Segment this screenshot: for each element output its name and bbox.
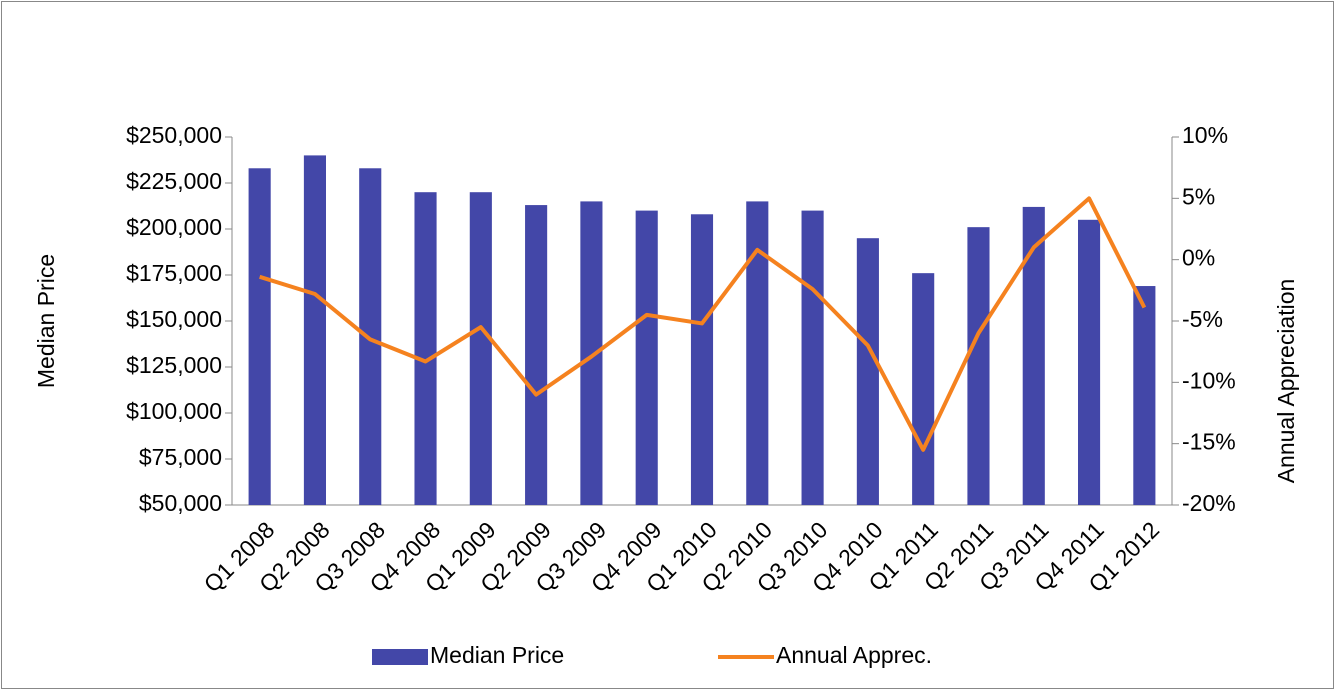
- bar: [801, 210, 824, 505]
- legend-label: Annual Apprec.: [776, 642, 932, 668]
- y2-axis-label: Annual Appreciation: [1273, 279, 1299, 484]
- legend-swatch: [372, 649, 428, 665]
- y-tick-label: $75,000: [139, 444, 222, 470]
- bar: [580, 201, 603, 505]
- y2-tick-label: -15%: [1182, 429, 1236, 455]
- y-tick-label: $250,000: [126, 122, 222, 148]
- y2-tick-label: 5%: [1182, 183, 1215, 209]
- bar: [469, 192, 492, 505]
- bar: [525, 205, 548, 505]
- bar: [746, 201, 769, 505]
- bar: [856, 238, 879, 505]
- bar: [967, 227, 990, 505]
- y-tick-label: $200,000: [126, 214, 222, 240]
- y-tick-label: $125,000: [126, 352, 222, 378]
- y-tick-label: $100,000: [126, 398, 222, 424]
- y-axis-label: Median Price: [33, 254, 59, 388]
- legend-label: Median Price: [430, 642, 564, 668]
- y2-tick-label: 10%: [1182, 122, 1228, 148]
- y2-tick-label: -20%: [1182, 490, 1236, 516]
- bar: [248, 168, 271, 505]
- bar: [1078, 219, 1101, 506]
- y-tick-label: $225,000: [126, 168, 222, 194]
- y-tick-label: $150,000: [126, 306, 222, 332]
- y2-tick-label: -10%: [1182, 367, 1236, 393]
- bar: [303, 155, 326, 505]
- bar: [1133, 286, 1156, 505]
- y-tick-label: $50,000: [139, 490, 222, 516]
- y2-tick-label: 0%: [1182, 245, 1215, 271]
- line: [259, 196, 1147, 452]
- bar: [635, 210, 658, 505]
- bar: [414, 192, 437, 505]
- y2-tick-label: -5%: [1182, 306, 1223, 332]
- bar: [690, 214, 714, 505]
- bar: [1022, 206, 1045, 506]
- bar: [912, 273, 935, 505]
- bar: [359, 168, 382, 505]
- y-tick-label: $175,000: [126, 260, 222, 286]
